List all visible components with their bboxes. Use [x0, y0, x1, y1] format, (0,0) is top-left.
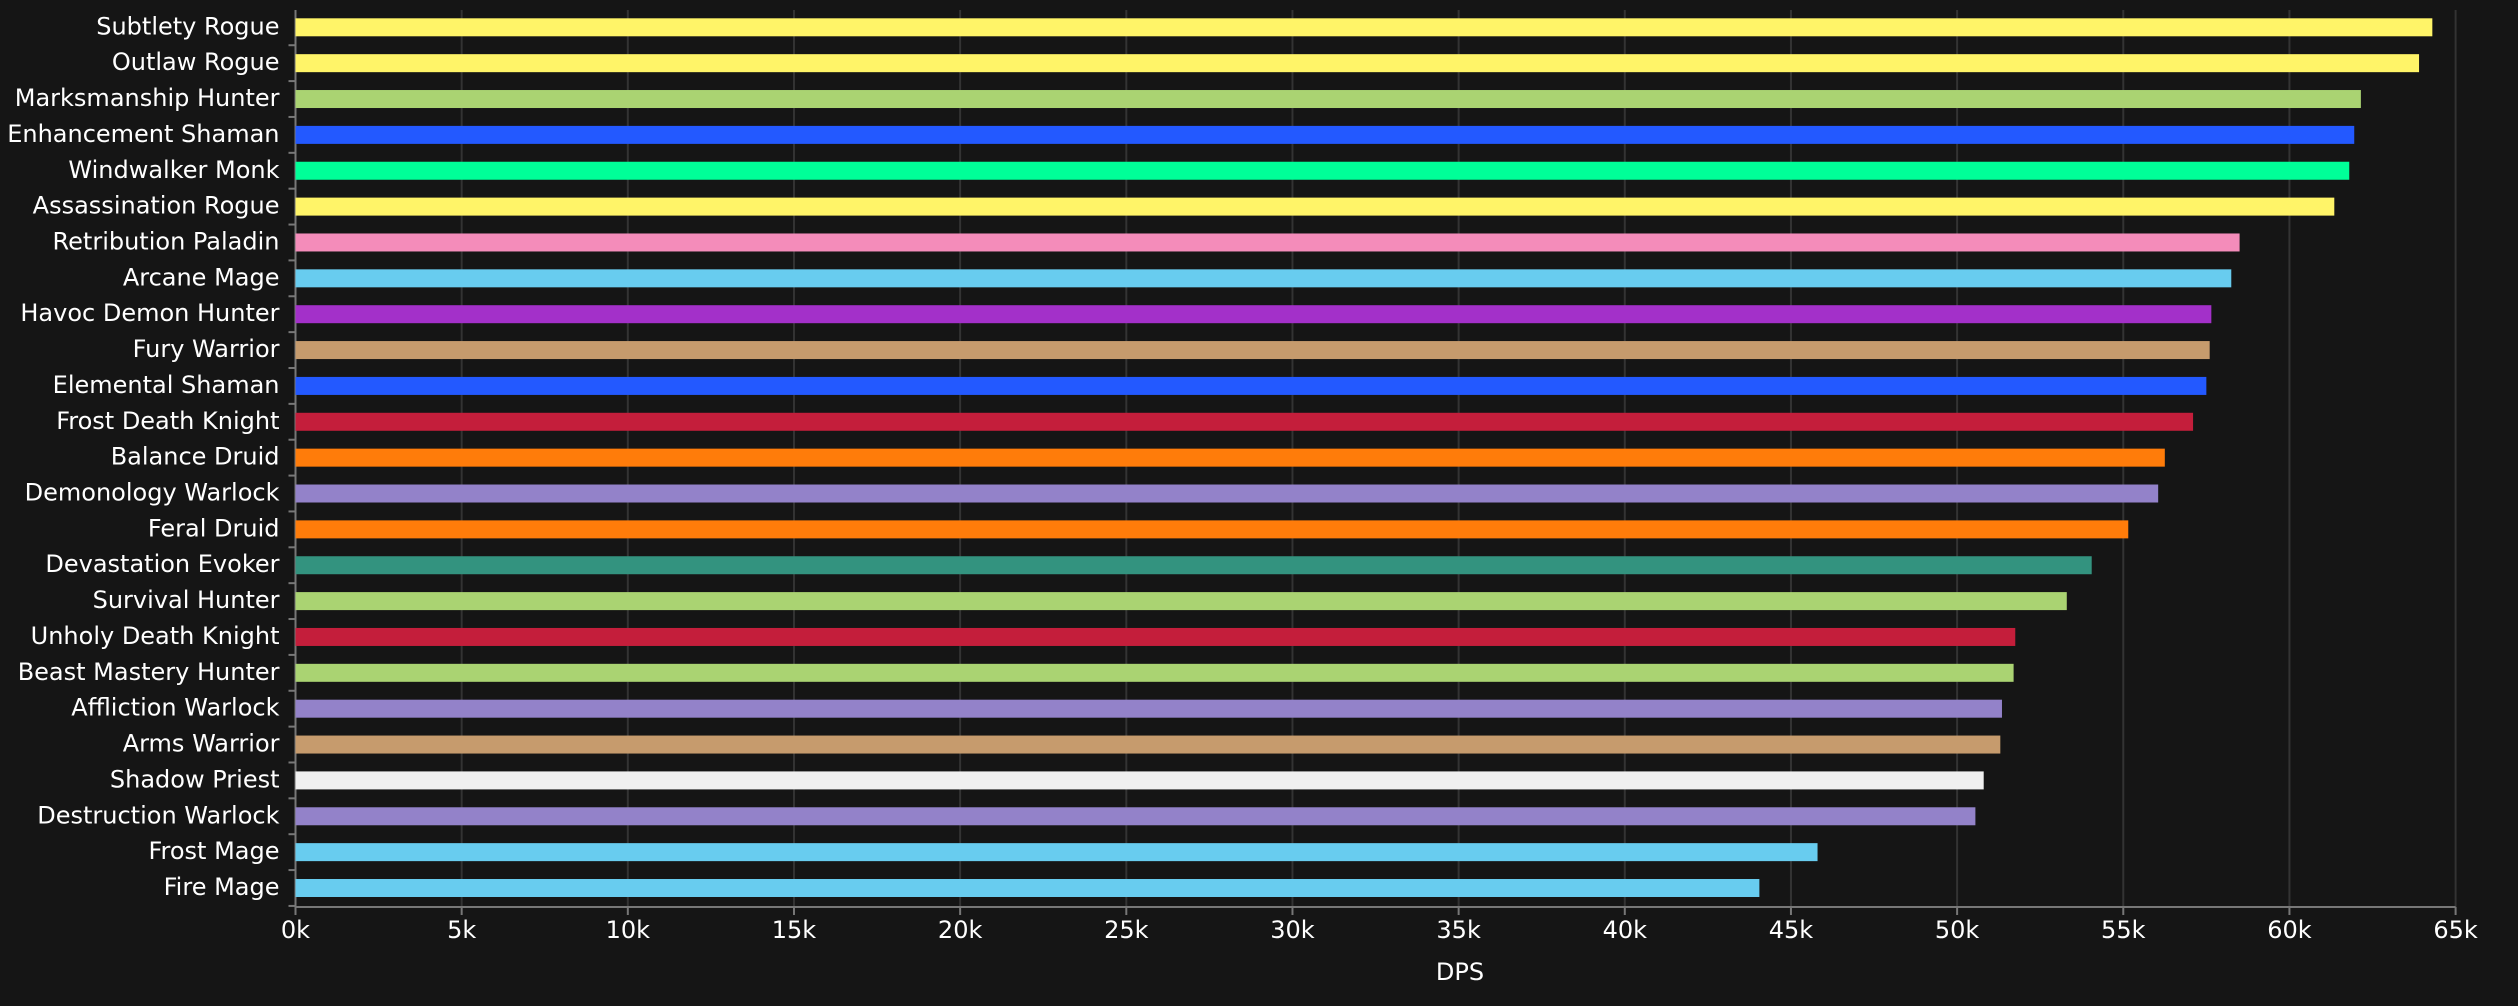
bars: [295, 18, 2433, 897]
x-tick-label: 30k: [1270, 916, 1315, 944]
y-tick-label: Affliction Warlock: [71, 694, 279, 722]
x-tick-label: 10k: [606, 916, 651, 944]
x-tick-label: 60k: [2267, 916, 2312, 944]
x-axis-label: DPS: [1436, 958, 1484, 986]
bar: [295, 305, 2212, 324]
bar: [295, 484, 2159, 503]
x-tick-label: 35k: [1436, 916, 1481, 944]
bar: [295, 556, 2092, 575]
bar: [295, 592, 2067, 611]
y-tick-label: Frost Mage: [148, 837, 279, 865]
bar: [295, 448, 2165, 467]
bar: [295, 376, 2207, 395]
bar: [295, 663, 2014, 682]
y-tick-label: Marksmanship Hunter: [15, 84, 280, 112]
y-tick-label: Demonology Warlock: [25, 479, 280, 507]
bar: [295, 233, 2240, 252]
bar: [295, 699, 2002, 718]
y-tick-label: Destruction Warlock: [37, 801, 279, 829]
x-tick-label: 25k: [1104, 916, 1149, 944]
x-tick-label: 65k: [2433, 916, 2478, 944]
bar: [295, 197, 2335, 216]
bar: [295, 879, 1760, 897]
bar: [295, 18, 2433, 37]
bar: [295, 161, 2350, 180]
y-tick-label: Subtlety Rogue: [96, 12, 279, 40]
x-tick-label: 55k: [2101, 916, 2146, 944]
y-tick-label: Windwalker Monk: [68, 156, 279, 184]
x-tick-label: 0k: [281, 916, 310, 944]
bar: [295, 341, 2210, 360]
bar: [295, 54, 2420, 73]
y-tick-label: Devastation Evoker: [45, 550, 279, 578]
y-tick-label: Retribution Paladin: [53, 227, 280, 255]
y-tick-label: Elemental Shaman: [53, 371, 280, 399]
y-tick-label: Unholy Death Knight: [31, 622, 280, 650]
y-tick-label: Fury Warrior: [133, 335, 280, 363]
y-tick-label: Enhancement Shaman: [7, 120, 279, 148]
y-tick-label: Fire Mage: [164, 873, 280, 901]
x-tick-label: 50k: [1935, 916, 1980, 944]
bar: [295, 735, 2001, 754]
y-tick-label: Assassination Rogue: [33, 192, 280, 220]
bar: [295, 125, 2355, 144]
y-tick-label: Arms Warrior: [123, 730, 280, 758]
bar: [295, 771, 1984, 790]
y-tick-label: Arcane Mage: [123, 263, 280, 291]
y-tick-label: Havoc Demon Hunter: [20, 299, 279, 327]
bar: [295, 807, 1976, 826]
x-tick-label: 5k: [447, 916, 476, 944]
bar: [295, 843, 1818, 862]
y-tick-label: Balance Druid: [111, 443, 280, 471]
y-tick-label: Shadow Priest: [110, 765, 280, 793]
x-tick-label: 45k: [1769, 916, 1814, 944]
bar: [295, 269, 2232, 288]
bar: [295, 520, 2129, 539]
x-tick-label: 40k: [1603, 916, 1648, 944]
bar: [295, 627, 2016, 646]
y-tick-label: Beast Mastery Hunter: [18, 658, 280, 686]
y-tick-label: Outlaw Rogue: [112, 48, 280, 76]
x-tick-label: 15k: [772, 916, 817, 944]
bar: [295, 90, 2361, 109]
y-tick-label: Survival Hunter: [93, 586, 280, 614]
y-tick-label: Frost Death Knight: [56, 407, 279, 435]
y-tick-label: Feral Druid: [148, 514, 280, 542]
bar: [295, 412, 2194, 431]
x-tick-label: 20k: [938, 916, 983, 944]
